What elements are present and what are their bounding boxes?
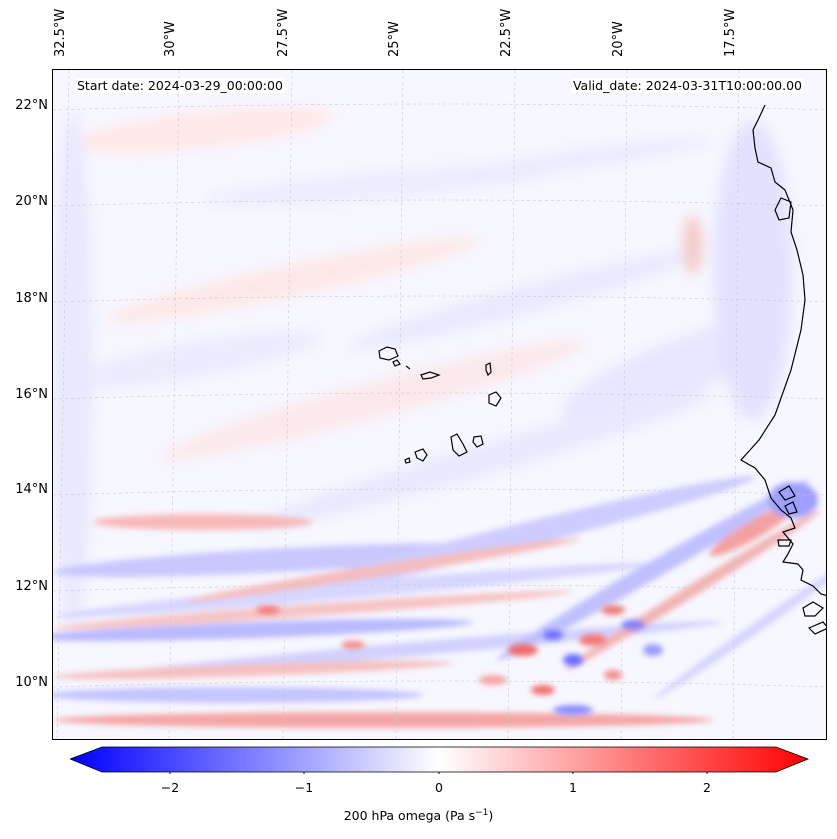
colorbar-tick-neg1: −1: [294, 780, 314, 795]
start-date-label: Start date: 2024-03-29_00:00:00: [75, 78, 285, 93]
colorbar-bar: [70, 746, 810, 773]
graticule: [53, 70, 826, 739]
colorbar-tick-neg2: −2: [160, 780, 180, 795]
lon-label-27-5w: 27.5°W: [276, 8, 291, 57]
lat-label-20n: 20°N: [15, 194, 48, 209]
lon-label-20w: 20°W: [611, 21, 626, 57]
lat-label-16n: 16°N: [15, 387, 48, 402]
valid-date-label: Valid_date: 2024-03-31T10:00:00.00: [570, 78, 804, 93]
map-panel: Start date: 2024-03-29_00:00:00 Valid_da…: [52, 69, 827, 740]
lon-label-22-5w: 22.5°W: [499, 8, 514, 57]
lon-label-17-5w: 17.5°W: [723, 8, 738, 57]
lon-label-30w: 30°W: [163, 21, 178, 57]
lat-label-18n: 18°N: [15, 291, 48, 306]
colorbar-label: 200 hPa omega (Pa s−1): [343, 808, 494, 824]
cape-verde-islands: [378, 346, 502, 464]
lon-label-32-5w: 32.5°W: [53, 8, 68, 57]
lat-label-12n: 12°N: [15, 579, 48, 594]
omega-field: [53, 70, 826, 739]
colorbar-tick-2: 2: [703, 780, 711, 795]
colorbar-tick-0: 0: [435, 780, 443, 795]
lon-label-25w: 25°W: [387, 21, 402, 57]
lat-label-14n: 14°N: [15, 482, 48, 497]
lat-label-22n: 22°N: [15, 98, 48, 113]
omega-field-map: [53, 70, 826, 739]
coastline: [740, 104, 826, 635]
lat-label-10n: 10°N: [15, 675, 48, 690]
colorbar: [70, 746, 810, 774]
colorbar-tick-1: 1: [569, 780, 577, 795]
